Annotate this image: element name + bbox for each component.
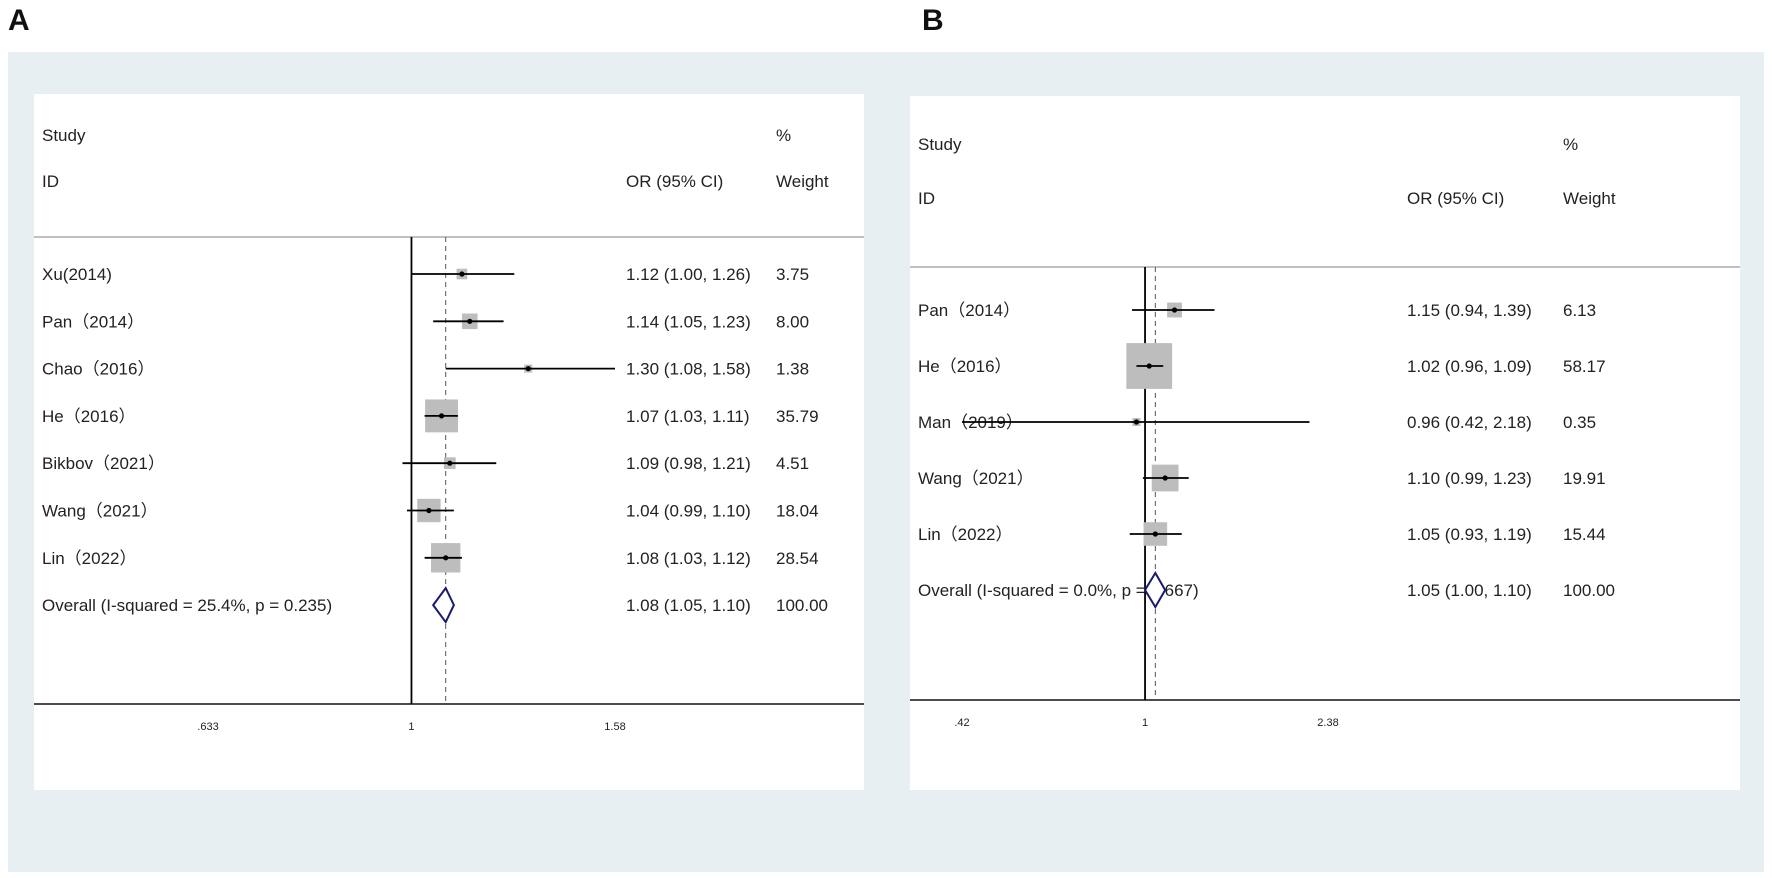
study-weight: 1.38 [776, 360, 809, 379]
study-or-ci: 1.05 (0.93, 1.19) [1407, 525, 1532, 544]
study-or-ci: 1.30 (1.08, 1.58) [626, 360, 751, 379]
header-percent: % [1563, 135, 1578, 154]
x-tick-label: 1 [1142, 717, 1148, 729]
x-tick-label: 1.58 [604, 721, 625, 733]
overall-or-ci: 1.05 (1.00, 1.10) [1407, 581, 1532, 600]
header-percent: % [776, 126, 791, 145]
overall-weight: 100.00 [1563, 581, 1615, 600]
study-or-ci: 1.15 (0.94, 1.39) [1407, 301, 1532, 320]
study-point-estimate [459, 271, 465, 277]
study-label: Lin（2022） [42, 549, 137, 568]
study-weight: 35.79 [776, 407, 819, 426]
header-or-ci: OR (95% CI) [1407, 189, 1504, 208]
header-weight: Weight [776, 172, 829, 191]
overall-or-ci: 1.08 (1.05, 1.10) [626, 596, 751, 615]
panel-label-b: B [922, 4, 944, 37]
header-id: ID [918, 189, 935, 208]
study-weight: 18.04 [776, 502, 819, 521]
study-label: He（2016） [918, 357, 1012, 376]
study-label: Bikbov（2021） [42, 454, 165, 473]
x-tick-label: 2.38 [1317, 717, 1338, 729]
study-label: Wang（2021） [42, 502, 158, 521]
overall-diamond [1143, 571, 1167, 609]
study-point-estimate [1146, 363, 1152, 369]
study-label: Lin（2022） [918, 525, 1013, 544]
x-tick-label: 1 [408, 721, 414, 733]
overall-weight: 100.00 [776, 596, 828, 615]
header-study: Study [918, 135, 962, 154]
study-or-ci: 1.02 (0.96, 1.09) [1407, 357, 1532, 376]
overall-diamond [431, 586, 455, 625]
forest-plot-b: Study ID OR (95% CI)% Weight .42 1 2.38 Pan（201… [910, 96, 1740, 790]
study-weight: 0.35 [1563, 413, 1596, 432]
study-label: Pan（2014） [42, 312, 144, 331]
study-point-estimate [1152, 531, 1158, 537]
header-id: ID [42, 172, 59, 191]
study-weight: 15.44 [1563, 525, 1606, 544]
forest-plot-a: Study ID OR (95% CI)% Weight .633 1 1.58 Xu(201… [34, 94, 864, 790]
study-weight: 8.00 [776, 312, 809, 331]
study-or-ci: 1.12 (1.00, 1.26) [626, 265, 751, 284]
study-or-ci: 1.10 (0.99, 1.23) [1407, 469, 1532, 488]
header-or-ci: OR (95% CI) [626, 172, 723, 191]
study-weight: 3.75 [776, 265, 809, 284]
study-weight: 19.91 [1563, 469, 1606, 488]
study-weight: 28.54 [776, 549, 819, 568]
study-point-estimate [525, 366, 531, 372]
study-point-estimate [1171, 307, 1178, 313]
study-or-ci: 1.07 (1.03, 1.11) [626, 407, 750, 426]
header-weight: Weight [1563, 189, 1616, 208]
study-weight: 58.17 [1563, 357, 1606, 376]
study-weight: 6.13 [1563, 301, 1596, 320]
overall-label: Overall (I-squared = 25.4%, p = 0.235) [42, 596, 332, 615]
study-point-estimate [1162, 475, 1168, 481]
study-label: Chao（2016） [42, 360, 154, 379]
study-or-ci: 0.96 (0.42, 2.18) [1407, 413, 1532, 432]
study-label: He（2016） [42, 407, 136, 426]
overall-label: Overall (I-squared = 0.0%, p = 0.667) [918, 581, 1199, 600]
study-or-ci: 1.09 (0.98, 1.21) [626, 454, 751, 473]
study-point-estimate [447, 460, 453, 466]
study-or-ci: 1.04 (0.99, 1.10) [626, 502, 751, 521]
study-point-estimate [467, 318, 473, 324]
study-label: Wang（2021） [918, 469, 1034, 488]
study-or-ci: 1.14 (1.05, 1.23) [626, 312, 751, 331]
x-tick-label: .42 [954, 717, 969, 729]
study-point-estimate [438, 413, 445, 419]
study-point-estimate [1133, 419, 1140, 425]
study-point-estimate [426, 507, 432, 514]
panel-label-a: A [8, 4, 30, 37]
header-study: Study [42, 126, 86, 145]
study-point-estimate [443, 555, 449, 561]
study-label: Pan（2014） [918, 301, 1020, 320]
study-weight: 4.51 [776, 454, 809, 473]
x-tick-label: .633 [197, 721, 218, 733]
study-or-ci: 1.08 (1.03, 1.12) [626, 549, 751, 568]
study-label: Xu(2014) [42, 265, 112, 284]
